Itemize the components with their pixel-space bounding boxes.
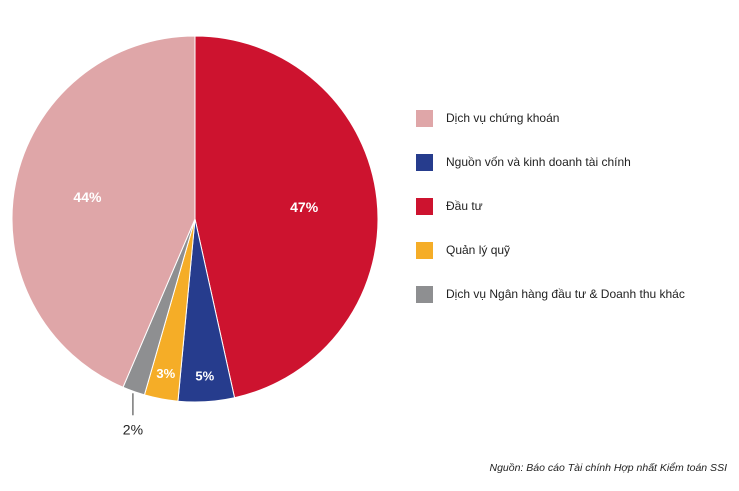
legend-item-capital-financial-business: Nguồn vốn và kinh doanh tài chính [416, 153, 736, 171]
legend-swatch [416, 153, 433, 171]
legend-swatch [416, 109, 433, 127]
source-note: Nguồn: Báo cáo Tài chính Hợp nhất Kiểm t… [489, 462, 728, 474]
pie-slices [11, 35, 379, 403]
pie-slice-securities-services [11, 35, 196, 388]
data-label-securities-services: 44% [73, 189, 102, 205]
legend-item-investment: Đầu tư [416, 197, 736, 215]
legend-label: Dịch vụ Ngân hàng đầu tư & Doanh thu khá… [446, 287, 685, 301]
data-label-investment-banking-other: 2% [123, 421, 143, 437]
pie-slice-investment [194, 35, 379, 399]
data-label-fund-management: 3% [156, 366, 175, 381]
legend-swatch [416, 197, 433, 215]
chart-legend: Dịch vụ chứng khoán Nguồn vốn và kinh do… [416, 109, 736, 329]
pie-labels: 47% 5% 3% 2% 44% [73, 189, 318, 437]
legend-label: Quản lý quỹ [446, 243, 511, 257]
legend-label: Dịch vụ chứng khoán [446, 111, 560, 125]
legend-swatch [416, 241, 433, 259]
legend-swatch [416, 285, 433, 303]
legend-item-securities-services: Dịch vụ chứng khoán [416, 109, 736, 127]
legend-label: Nguồn vốn và kinh doanh tài chính [446, 155, 631, 169]
data-label-capital-financial-business: 5% [195, 369, 214, 384]
legend-item-fund-management: Quản lý quỹ [416, 241, 736, 259]
legend-item-investment-banking-other: Dịch vụ Ngân hàng đầu tư & Doanh thu khá… [416, 285, 736, 303]
legend-label: Đầu tư [446, 199, 483, 213]
data-label-investment: 47% [290, 199, 319, 215]
pie-chart: 47% 5% 3% 2% 44% [11, 35, 379, 437]
